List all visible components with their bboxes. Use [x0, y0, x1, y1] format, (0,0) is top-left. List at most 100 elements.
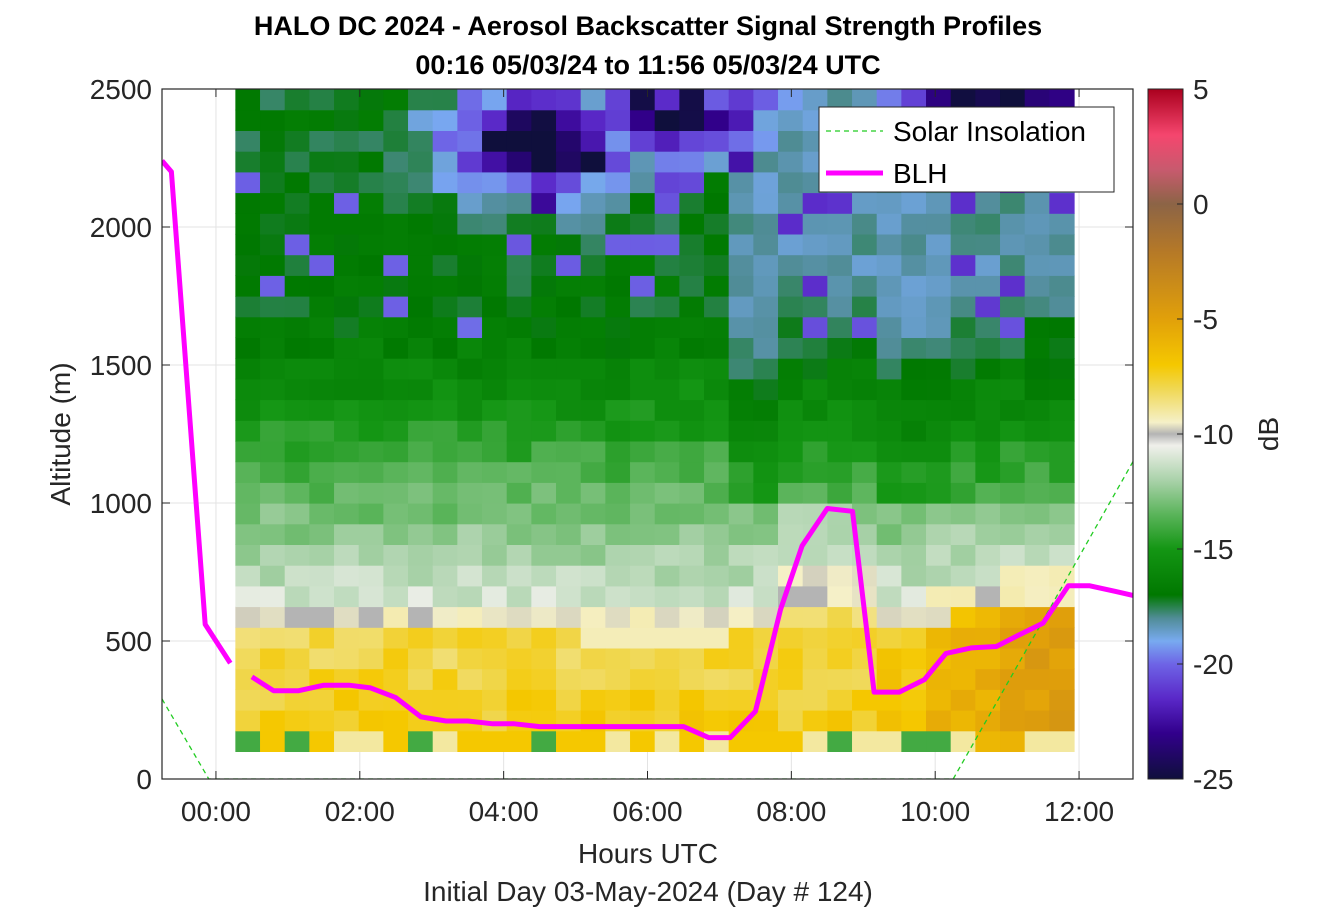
- heatmap-cell: [630, 151, 656, 173]
- heatmap-cell: [457, 378, 483, 401]
- heatmap-cell: [728, 316, 754, 338]
- heatmap-cell: [605, 482, 631, 504]
- heatmap-cell: [975, 482, 1001, 504]
- heatmap-cell: [531, 130, 557, 152]
- heatmap-cell: [926, 710, 952, 732]
- heatmap-cell: [654, 668, 680, 690]
- heatmap-cell: [1000, 378, 1026, 401]
- heatmap-cell: [827, 420, 853, 442]
- heatmap-cell: [704, 420, 730, 442]
- heatmap-cell: [852, 337, 878, 359]
- heatmap-cell: [852, 461, 878, 483]
- heatmap-cell: [679, 585, 705, 608]
- heatmap-cell: [580, 420, 606, 442]
- heatmap-cell: [1000, 358, 1026, 380]
- x-tick-label: 12:00: [1044, 796, 1114, 827]
- heatmap-cell: [926, 565, 952, 587]
- heatmap-cell: [531, 565, 557, 587]
- heatmap-cell: [827, 358, 853, 380]
- heatmap-cell: [802, 710, 828, 732]
- heatmap-cell: [950, 523, 976, 545]
- heatmap-cell: [950, 482, 976, 504]
- heatmap-cell: [383, 503, 409, 525]
- heatmap-cell: [950, 192, 976, 214]
- heatmap-cell: [235, 254, 261, 276]
- x-tick-label: 00:00: [181, 796, 251, 827]
- heatmap-cell: [334, 337, 360, 359]
- heatmap-cell: [408, 544, 434, 566]
- heatmap-cell: [1024, 627, 1050, 649]
- heatmap-cell: [506, 89, 532, 111]
- heatmap-cell: [654, 647, 680, 670]
- heatmap-cell: [852, 420, 878, 442]
- heatmap-cell: [334, 544, 360, 566]
- heatmap-cell: [334, 647, 360, 670]
- heatmap-cell: [630, 523, 656, 545]
- heatmap-cell: [334, 523, 360, 545]
- heatmap-cell: [284, 89, 310, 111]
- heatmap-cell: [704, 668, 730, 690]
- heatmap-cell: [531, 482, 557, 504]
- series-blh-segment-1: [162, 159, 233, 665]
- heatmap-cell: [235, 647, 261, 670]
- heatmap-cell: [284, 378, 310, 401]
- heatmap-cell: [876, 482, 902, 504]
- heatmap-cell: [852, 275, 878, 297]
- heatmap-cell: [482, 275, 508, 297]
- heatmap-cell: [408, 275, 434, 297]
- heatmap-cell: [728, 213, 754, 235]
- heatmap-cell: [309, 358, 335, 380]
- heatmap-cell: [679, 130, 705, 152]
- heatmap-cell: [1049, 213, 1075, 235]
- heatmap-cell: [975, 358, 1001, 380]
- heatmap-cell: [950, 275, 976, 297]
- heatmap-cell: [630, 275, 656, 297]
- heatmap-cell: [1024, 565, 1050, 587]
- heatmap-cell: [753, 109, 779, 131]
- heatmap-cell: [432, 151, 458, 173]
- heatmap-cell: [358, 171, 384, 194]
- x-tick-label: 10:00: [900, 796, 970, 827]
- heatmap-cell: [457, 647, 483, 670]
- heatmap-cell: [235, 171, 261, 194]
- heatmap-cell: [704, 482, 730, 504]
- heatmap-cell: [556, 627, 582, 649]
- heatmap-cell: [778, 440, 804, 463]
- heatmap-cell: [457, 233, 483, 256]
- colorbar-tick-label: -15: [1193, 534, 1233, 565]
- heatmap-cell: [876, 233, 902, 256]
- heatmap-cell: [1049, 627, 1075, 649]
- heatmap-cell: [975, 544, 1001, 566]
- heatmap-cell: [284, 337, 310, 359]
- heatmap-cell: [1049, 358, 1075, 380]
- heatmap-cell: [334, 503, 360, 525]
- heatmap-cell: [432, 358, 458, 380]
- heatmap-cell: [309, 565, 335, 587]
- heatmap-cell: [457, 585, 483, 608]
- heatmap-cell: [654, 151, 680, 173]
- heatmap-cell: [309, 689, 335, 711]
- heatmap-cell: [408, 254, 434, 276]
- heatmap-cell: [556, 130, 582, 152]
- heatmap-cell: [975, 689, 1001, 711]
- heatmap-cell: [556, 316, 582, 338]
- heatmap-cell: [1000, 337, 1026, 359]
- heatmap-cell: [531, 730, 557, 752]
- heatmap-cell: [1049, 647, 1075, 670]
- heatmap-cell: [950, 358, 976, 380]
- heatmap-cell: [950, 316, 976, 338]
- heatmap-cell: [950, 710, 976, 732]
- heatmap-cell: [358, 275, 384, 297]
- heatmap-cell: [482, 482, 508, 504]
- heatmap-cell: [457, 316, 483, 338]
- heatmap-cell: [506, 151, 532, 173]
- heatmap-cell: [901, 316, 927, 338]
- heatmap-cell: [408, 378, 434, 401]
- heatmap-cell: [506, 647, 532, 670]
- heatmap-cell: [358, 585, 384, 608]
- heatmap-cell: [605, 296, 631, 318]
- y-axis-ticks: 0 500 1000 1500 2000 2500: [90, 74, 1133, 795]
- heatmap-cell: [556, 233, 582, 256]
- heatmap-cell: [605, 399, 631, 421]
- heatmap-cell: [334, 213, 360, 235]
